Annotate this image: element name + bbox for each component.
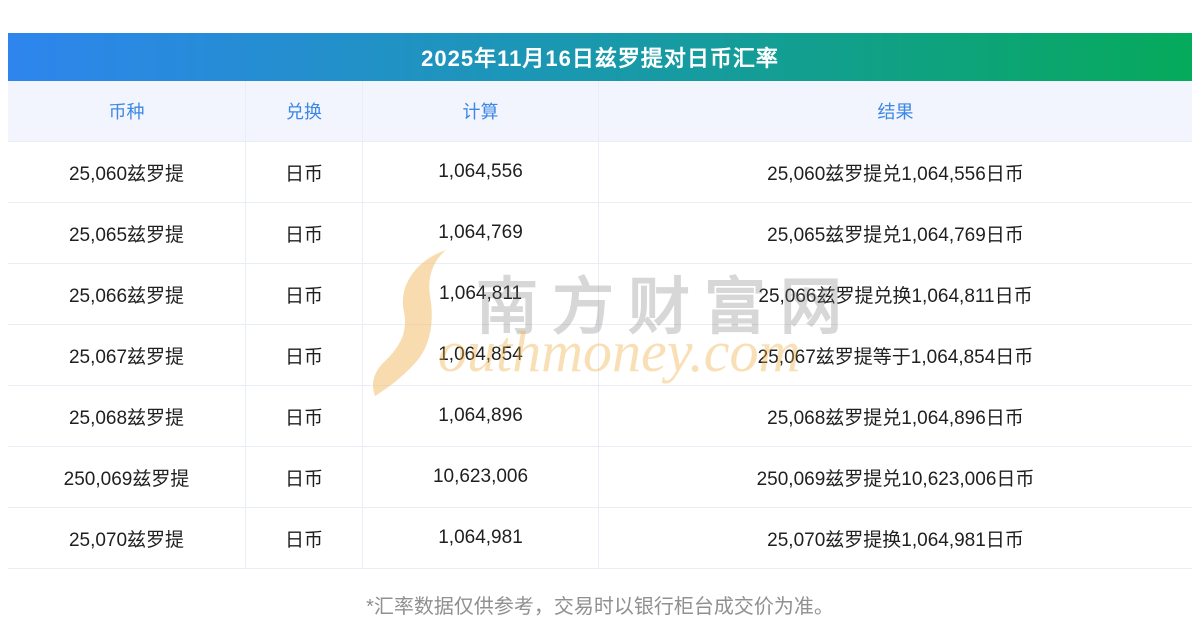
cell-result: 250,069兹罗提兑10,623,006日币 bbox=[756, 468, 1035, 490]
cell-currency: 25,066兹罗提 bbox=[8, 264, 246, 324]
cell-calc: 10,623,006 bbox=[363, 447, 599, 507]
cell-currency: 25,068兹罗提 bbox=[8, 386, 246, 446]
cell-exchange: 日币 bbox=[246, 447, 363, 507]
cell-exchange: 日币 bbox=[246, 203, 363, 263]
table-row: 25,066兹罗提 日币 1,064,811 25,066兹罗提兑换1,064,… bbox=[8, 264, 1192, 325]
cell-exchange: 日币 bbox=[246, 264, 363, 324]
cell-result: 25,060兹罗提兑1,064,556日币 bbox=[767, 163, 1024, 185]
table-row: 25,060兹罗提 日币 1,064,556 25,060兹罗提兑1,064,5… bbox=[8, 142, 1192, 203]
cell-exchange: 日币 bbox=[246, 142, 363, 202]
cell-result: 25,067兹罗提等于1,064,854日币 bbox=[757, 346, 1034, 368]
page-title-bar: 2025年11月16日兹罗提对日币汇率 bbox=[8, 33, 1192, 81]
table-row: 25,070兹罗提 日币 1,064,981 25,070兹罗提换1,064,9… bbox=[8, 508, 1192, 569]
column-header-currency: 币种 bbox=[8, 81, 246, 141]
table-row: 25,068兹罗提 日币 1,064,896 25,068兹罗提兑1,064,8… bbox=[8, 386, 1192, 447]
cell-calc: 1,064,556 bbox=[363, 142, 599, 202]
disclaimer-text: *汇率数据仅供参考，交易时以银行柜台成交价为准。 bbox=[366, 596, 834, 618]
cell-calc: 1,064,811 bbox=[363, 264, 599, 324]
cell-calc: 1,064,896 bbox=[363, 386, 599, 446]
table-row: 25,067兹罗提 日币 1,064,854 25,067兹罗提等于1,064,… bbox=[8, 325, 1192, 386]
column-header-calc: 计算 bbox=[363, 81, 599, 141]
column-header-result: 结果 bbox=[877, 102, 914, 122]
cell-currency: 25,070兹罗提 bbox=[8, 508, 246, 568]
cell-calc: 1,064,981 bbox=[363, 508, 599, 568]
column-header-exchange: 兑换 bbox=[246, 81, 363, 141]
cell-currency: 25,060兹罗提 bbox=[8, 142, 246, 202]
cell-exchange: 日币 bbox=[246, 508, 363, 568]
cell-exchange: 日币 bbox=[246, 325, 363, 385]
table-row: 25,065兹罗提 日币 1,064,769 25,065兹罗提兑1,064,7… bbox=[8, 203, 1192, 264]
cell-currency: 250,069兹罗提 bbox=[8, 447, 246, 507]
page-title: 2025年11月16日兹罗提对日币汇率 bbox=[421, 46, 779, 71]
table-row: 250,069兹罗提 日币 10,623,006 250,069兹罗提兑10,6… bbox=[8, 447, 1192, 508]
cell-calc: 1,064,854 bbox=[363, 325, 599, 385]
exchange-rate-table: 币种 兑换 计算 结果 25,060兹罗提 日币 1,064,556 25,06… bbox=[8, 81, 1192, 569]
cell-exchange: 日币 bbox=[246, 386, 363, 446]
cell-result: 25,066兹罗提兑换1,064,811日币 bbox=[758, 285, 1033, 307]
cell-currency: 25,067兹罗提 bbox=[8, 325, 246, 385]
cell-result: 25,070兹罗提换1,064,981日币 bbox=[767, 529, 1024, 551]
cell-result: 25,065兹罗提兑1,064,769日币 bbox=[767, 224, 1024, 246]
cell-result: 25,068兹罗提兑1,064,896日币 bbox=[767, 407, 1024, 429]
cell-calc: 1,064,769 bbox=[363, 203, 599, 263]
cell-currency: 25,065兹罗提 bbox=[8, 203, 246, 263]
table-header-row: 币种 兑换 计算 结果 bbox=[8, 81, 1192, 142]
